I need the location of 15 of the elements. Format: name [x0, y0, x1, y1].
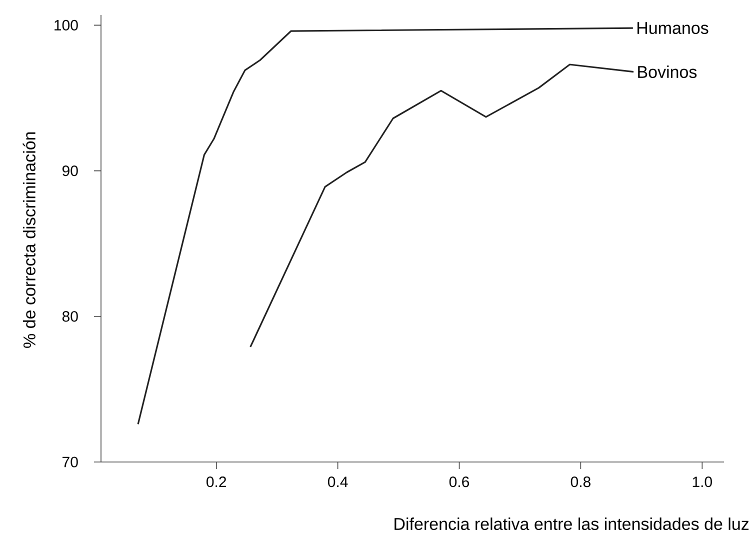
- series-label: Humanos: [638, 22, 708, 34]
- y-axis-title: % de correcta discriminación: [22, 132, 36, 348]
- y-tick-label: 90: [62, 165, 78, 176]
- x-tick-label: 0.6: [449, 476, 470, 488]
- x-tick-label: 0.4: [328, 476, 348, 488]
- line-series: [250, 64, 634, 348]
- y-tick-label: 70: [62, 456, 78, 468]
- y-tick-label: 80: [62, 311, 78, 322]
- x-axis-title: Diferencia relativa entre las intensidades de luz: [394, 518, 749, 530]
- x-tick-label: 0.2: [206, 476, 226, 488]
- x-tick-label: 1.0: [692, 476, 712, 488]
- line-series: [137, 27, 634, 425]
- series-label: Bovinos: [638, 66, 697, 78]
- y-tick-label: 100: [54, 20, 78, 30]
- x-tick-label: 0.8: [570, 476, 590, 488]
